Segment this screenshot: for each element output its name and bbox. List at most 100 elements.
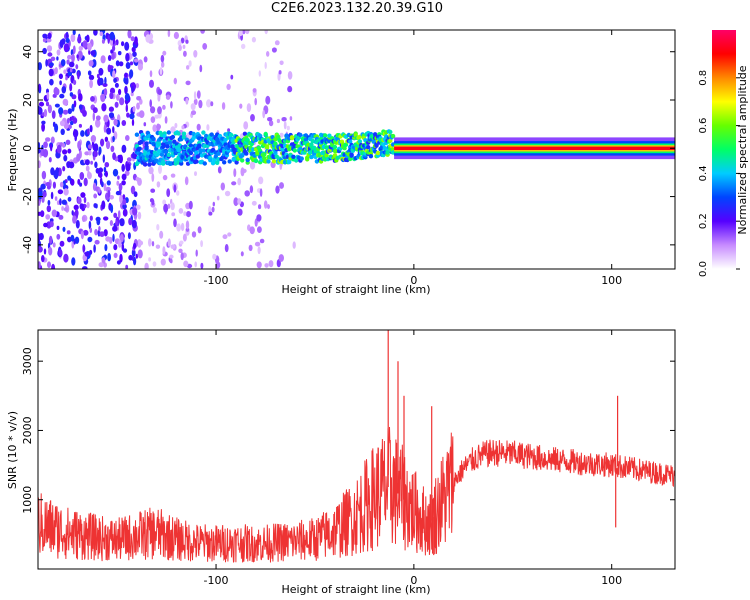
heatmap-cell bbox=[115, 60, 120, 67]
heatmap-cell bbox=[86, 201, 90, 209]
heatmap-cell bbox=[89, 227, 93, 233]
heatmap-cell bbox=[121, 120, 127, 126]
heatmap-cell bbox=[163, 149, 169, 155]
heatmap-cell bbox=[263, 200, 268, 209]
heatmap-cell bbox=[224, 190, 231, 197]
heatmap-cell bbox=[49, 62, 54, 67]
heatmap-cell bbox=[61, 206, 64, 211]
heatmap-cell bbox=[89, 79, 93, 89]
heatmap-cell bbox=[38, 142, 41, 150]
heatmap-cell bbox=[63, 253, 69, 263]
heatmap-cell bbox=[137, 249, 143, 259]
heatmap-cell bbox=[107, 64, 112, 73]
heatmap-cell bbox=[112, 225, 118, 232]
heatmap-cell bbox=[137, 63, 143, 71]
heatmap-cell bbox=[193, 91, 197, 100]
heatmap-cell bbox=[182, 233, 187, 242]
heatmap-cell bbox=[252, 88, 257, 93]
heatmap-cell bbox=[78, 93, 83, 102]
heatmap-cell bbox=[92, 143, 99, 152]
heatmap-cell bbox=[227, 232, 232, 237]
heatmap-cell bbox=[156, 181, 161, 188]
heatmap-cell bbox=[104, 170, 108, 178]
heatmap-cell bbox=[172, 139, 177, 144]
heatmap-cell bbox=[227, 159, 232, 164]
heatmap-cell bbox=[246, 103, 252, 113]
heatmap-cell bbox=[112, 135, 115, 143]
heatmap-cell bbox=[49, 78, 54, 86]
heatmap-cell bbox=[124, 170, 130, 176]
heatmap-cell bbox=[63, 188, 69, 196]
heatmap-cell bbox=[118, 61, 124, 67]
heatmap-cell bbox=[54, 88, 60, 96]
heatmap-cell bbox=[65, 31, 69, 39]
heatmap-cell bbox=[368, 154, 374, 159]
heatmap-cell bbox=[67, 196, 72, 202]
x-tick-label: 100 bbox=[601, 574, 622, 587]
heatmap-cell bbox=[170, 126, 176, 134]
heatmap-cell bbox=[112, 233, 115, 242]
colorbar: 0.0 0.2 0.4 0.6 0.8 Normalized spectral ampl… bbox=[698, 30, 749, 277]
heatmap-cell bbox=[115, 190, 121, 196]
heatmap-cell bbox=[233, 197, 239, 207]
heatmap-cell bbox=[42, 38, 47, 43]
heatmap-cell bbox=[109, 195, 114, 200]
heatmap-cell bbox=[170, 101, 173, 109]
heatmap-cell bbox=[199, 64, 203, 73]
heatmap-cell bbox=[95, 167, 100, 174]
heatmap-cell bbox=[133, 257, 137, 266]
heatmap-cell bbox=[71, 68, 76, 74]
heatmap-cell bbox=[212, 201, 215, 207]
heatmap-cell bbox=[68, 61, 75, 68]
heatmap-cell bbox=[222, 234, 228, 240]
heatmap-cell bbox=[134, 143, 140, 149]
heatmap-cell bbox=[349, 152, 354, 157]
heatmap-cell bbox=[324, 153, 329, 158]
y-tick-label: 1000 bbox=[21, 486, 34, 514]
heatmap-cell bbox=[327, 133, 332, 138]
heatmap-cell bbox=[253, 158, 259, 163]
heatmap-cell bbox=[130, 36, 135, 42]
heatmap-cell bbox=[131, 118, 135, 127]
heatmap-cell bbox=[98, 67, 104, 76]
heatmap-cell bbox=[83, 196, 87, 204]
heatmap-cell bbox=[284, 133, 289, 138]
heatmap-cell bbox=[170, 244, 176, 249]
heatmap-cell bbox=[42, 33, 48, 39]
y-tick-label: 2000 bbox=[21, 416, 34, 444]
heatmap-cell bbox=[112, 45, 116, 52]
heatmap-cell bbox=[95, 115, 101, 121]
heatmap-cell bbox=[99, 31, 104, 37]
heatmap-cell bbox=[38, 261, 41, 269]
heatmap-cell bbox=[254, 97, 257, 106]
heatmap-cell bbox=[251, 200, 257, 206]
heatmap-cell bbox=[124, 72, 128, 78]
heatmap-cell bbox=[136, 96, 142, 101]
heatmap-cell bbox=[210, 101, 214, 107]
heatmap-cell bbox=[250, 114, 255, 122]
heatmap-cell bbox=[88, 60, 94, 67]
heatmap-cell bbox=[129, 113, 135, 120]
heatmap-cell bbox=[156, 149, 162, 154]
heatmap-cell bbox=[179, 240, 184, 245]
heatmap-x-axis-label: Height of straight line (km) bbox=[281, 283, 430, 296]
heatmap-cell bbox=[67, 71, 73, 77]
heatmap-cell bbox=[188, 60, 192, 67]
heatmap-cell bbox=[104, 76, 107, 85]
heatmap-cell bbox=[193, 98, 198, 106]
heatmap-cell bbox=[309, 142, 314, 147]
heatmap-cell bbox=[143, 122, 147, 127]
heatmap-cell bbox=[85, 165, 90, 172]
heatmap-cell bbox=[88, 49, 91, 55]
heatmap-cell bbox=[287, 71, 293, 80]
heatmap-cell bbox=[234, 160, 239, 165]
heatmap-cell bbox=[305, 157, 310, 162]
heatmap-cell bbox=[201, 148, 206, 153]
heatmap-cell bbox=[265, 95, 271, 105]
heatmap-cell bbox=[106, 180, 111, 186]
heatmap-cell bbox=[111, 52, 115, 60]
heatmap-cell bbox=[118, 183, 123, 192]
heatmap-cell bbox=[100, 138, 105, 147]
heatmap-cell bbox=[185, 97, 189, 105]
heatmap-cell bbox=[135, 83, 140, 89]
